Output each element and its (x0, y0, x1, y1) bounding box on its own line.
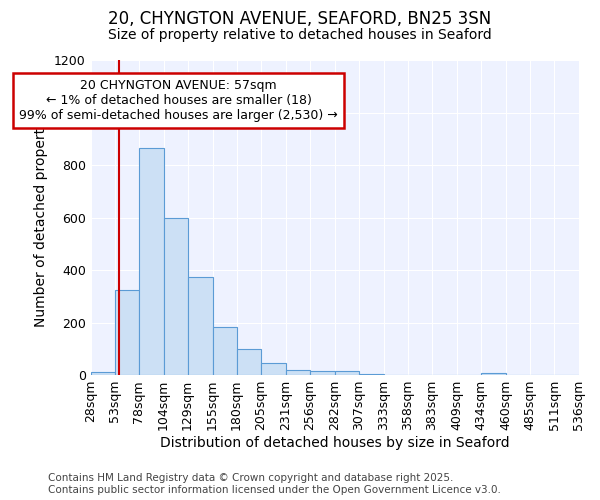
Bar (310, 371, 335, 375)
Bar (212, 326, 236, 375)
Bar (115, 290, 139, 375)
Text: 20, CHYNGTON AVENUE, SEAFORD, BN25 3SN: 20, CHYNGTON AVENUE, SEAFORD, BN25 3SN (109, 10, 491, 28)
Text: 20 CHYNGTON AVENUE: 57sqm
← 1% of detached houses are smaller (18)
99% of semi-d: 20 CHYNGTON AVENUE: 57sqm ← 1% of detach… (19, 79, 338, 122)
Text: Contains HM Land Registry data © Crown copyright and database right 2025.
Contai: Contains HM Land Registry data © Crown c… (48, 474, 501, 495)
Bar (286, 370, 310, 375)
Bar (260, 364, 286, 375)
Bar (359, 374, 383, 375)
X-axis label: Distribution of detached houses by size in Seaford: Distribution of detached houses by size … (160, 436, 509, 450)
Bar (188, 276, 212, 375)
Bar (164, 218, 188, 375)
Bar (91, 372, 115, 375)
Bar (335, 371, 359, 375)
Text: Size of property relative to detached houses in Seaford: Size of property relative to detached ho… (108, 28, 492, 42)
Bar (139, 148, 164, 375)
Bar (236, 349, 260, 375)
Y-axis label: Number of detached properties: Number of detached properties (34, 108, 49, 327)
Bar (481, 373, 506, 375)
